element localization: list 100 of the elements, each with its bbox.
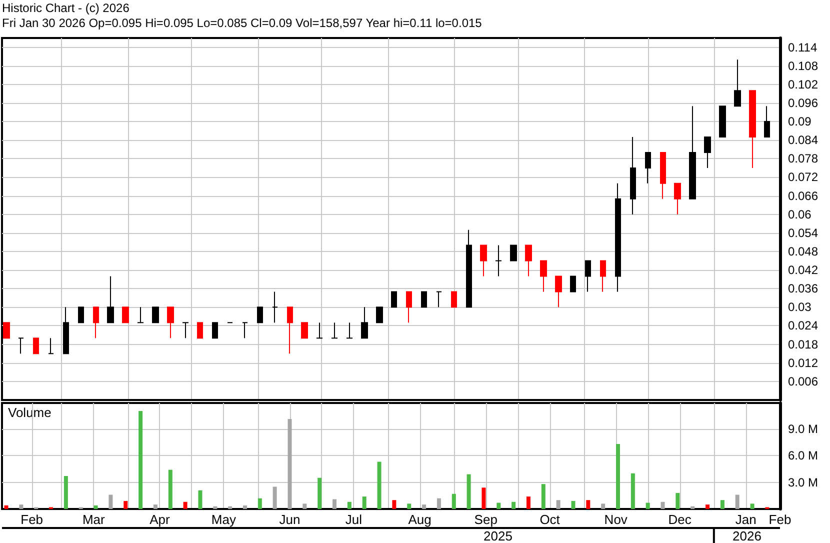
- bar: [332, 499, 337, 509]
- bar: [272, 486, 277, 509]
- bar: [318, 478, 322, 509]
- candlestick: [18, 338, 24, 354]
- candlestick: [495, 244, 502, 277]
- bar: [183, 502, 188, 509]
- x-tick-label: May: [211, 512, 236, 527]
- candlestick: [3, 322, 10, 339]
- candlestick: [689, 106, 696, 200]
- candlestick: [704, 136, 711, 168]
- bar: [288, 419, 292, 509]
- candlestick: [48, 338, 54, 354]
- y-tick-label: 6.0 M: [788, 448, 818, 463]
- x-tick-label: Feb: [20, 512, 44, 527]
- bar: [153, 504, 158, 509]
- candlestick: [749, 90, 756, 168]
- candlestick: [660, 152, 666, 200]
- candlestick: [197, 322, 203, 339]
- bar: [750, 504, 754, 509]
- x-tick-label: Oct: [540, 512, 560, 527]
- candlestick: [122, 306, 129, 324]
- bar: [138, 411, 143, 509]
- bar: [735, 494, 740, 509]
- candlestick: [33, 338, 39, 354]
- candlestick: [93, 306, 99, 339]
- bar: [213, 506, 218, 509]
- candlestick: [167, 306, 174, 339]
- candlestick: [301, 322, 308, 339]
- candlestick: [734, 59, 741, 107]
- bar: [541, 484, 546, 509]
- candlestick: [316, 322, 323, 339]
- candlestick: [451, 291, 457, 308]
- candlestick: [137, 306, 144, 324]
- candlestick: [391, 291, 397, 308]
- candlestick: [674, 182, 681, 215]
- candlestick: [600, 260, 606, 292]
- bar: [198, 490, 202, 509]
- x-tick-label: Feb: [768, 512, 792, 527]
- candlestick: [78, 306, 84, 324]
- candlestick: [436, 291, 442, 308]
- bar: [422, 504, 426, 509]
- candlestick: [466, 229, 472, 308]
- y-tick-label: 0.036: [788, 282, 818, 296]
- candlestick: [615, 182, 621, 292]
- bar: [586, 500, 590, 509]
- y-tick-label: 0.102: [788, 77, 818, 92]
- candlestick: [63, 306, 69, 354]
- bar: [571, 500, 576, 509]
- x-tick-label: Sep: [474, 512, 498, 527]
- chart-title: Historic Chart - (c) 2026: [2, 1, 130, 16]
- candlestick: [346, 322, 353, 339]
- bar: [690, 506, 695, 509]
- bar: [436, 498, 441, 509]
- x-tick-label: Jun: [279, 512, 300, 527]
- y-tick-label: 0.114: [788, 40, 818, 54]
- y-tick-label: 0.006: [788, 374, 818, 388]
- candlestick: [361, 306, 368, 339]
- candlestick: [510, 244, 517, 262]
- bar: [124, 500, 128, 509]
- y-tick-label: 0.054: [788, 226, 818, 240]
- y-tick-label: 3.0 M: [788, 475, 818, 490]
- bar: [108, 494, 113, 509]
- x-tick-label: Aug: [408, 512, 432, 527]
- text: 2025: [484, 528, 512, 543]
- y-tick-label: 0.018: [788, 337, 818, 352]
- bar: [452, 494, 456, 509]
- x-tick-label: Jan: [735, 512, 756, 527]
- y-tick-label: 0.048: [788, 244, 818, 258]
- bar: [676, 492, 680, 509]
- candlestick: [182, 322, 189, 339]
- candlestick: [242, 322, 248, 339]
- candlestick: [212, 322, 218, 339]
- y-tick-label: 0.012: [788, 356, 818, 370]
- text: 2026: [732, 528, 762, 543]
- candlestick: [331, 322, 338, 339]
- candlestick: [152, 306, 159, 324]
- y-tick-label: 0.072: [788, 170, 818, 184]
- bar: [630, 473, 635, 509]
- candlestick: [406, 291, 412, 324]
- y-tick-label: 0.042: [788, 263, 818, 278]
- bar: [362, 496, 366, 509]
- candlestick: [585, 260, 591, 292]
- y-tick-label: 0.06: [788, 207, 812, 222]
- bar: [526, 496, 530, 509]
- y-tick-label: 0.066: [788, 188, 818, 203]
- bar: [168, 470, 172, 509]
- x-tick-label: Jul: [345, 512, 362, 527]
- bar: [4, 505, 8, 509]
- candlestick: [272, 291, 278, 324]
- bar: [407, 504, 412, 509]
- candlestick: [555, 276, 562, 308]
- bar: [228, 506, 232, 509]
- y-tick-label: 0.108: [788, 58, 818, 73]
- bar: [94, 505, 98, 509]
- bar: [64, 476, 68, 509]
- candlestick: [645, 152, 651, 184]
- bar: [646, 502, 650, 509]
- bar: [302, 504, 307, 509]
- y-tick-label: 0.084: [788, 133, 818, 148]
- bar: [466, 474, 471, 509]
